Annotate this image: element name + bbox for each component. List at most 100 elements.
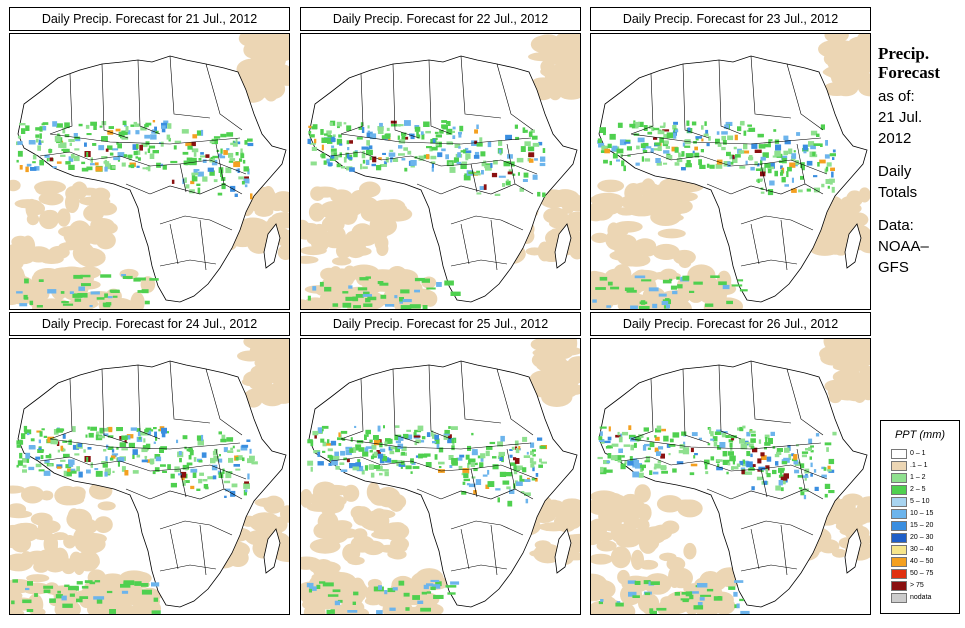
precip-cell xyxy=(754,149,762,153)
precip-cell xyxy=(141,459,148,463)
precip-cell xyxy=(125,130,131,135)
precip-cell xyxy=(530,129,535,133)
country-border xyxy=(416,488,442,500)
precip-cell xyxy=(16,464,19,468)
precip-cell xyxy=(705,471,709,475)
precip-cell xyxy=(153,597,159,602)
precip-cell xyxy=(307,439,313,444)
country-border xyxy=(199,219,207,271)
dry-area xyxy=(66,487,86,504)
precip-cell xyxy=(673,121,678,125)
dry-area xyxy=(657,228,686,239)
precip-cell xyxy=(331,459,338,466)
precip-cell xyxy=(713,596,723,601)
precip-cell xyxy=(184,480,190,483)
country-border xyxy=(39,151,181,167)
precip-cell xyxy=(74,453,80,456)
precip-cell xyxy=(644,460,650,463)
precip-cell xyxy=(116,447,119,450)
precip-cell xyxy=(378,585,382,590)
precip-cell xyxy=(232,142,238,147)
precip-cell xyxy=(665,146,670,149)
country-border xyxy=(49,438,241,450)
precip-cell xyxy=(461,161,468,166)
precip-cell xyxy=(372,156,377,163)
precip-cell xyxy=(663,134,670,139)
precip-cell xyxy=(617,122,623,128)
dry-area xyxy=(303,602,326,614)
precip-cell xyxy=(607,453,612,459)
precip-cell xyxy=(498,140,503,146)
precip-cell xyxy=(404,120,411,126)
precip-cell xyxy=(522,467,527,473)
precip-cell xyxy=(385,458,392,463)
precip-cell xyxy=(542,148,546,153)
legend-swatch xyxy=(891,449,907,459)
precip-cell xyxy=(346,458,350,463)
precip-cell xyxy=(361,127,365,133)
precip-cell xyxy=(783,457,790,463)
precip-cell xyxy=(697,602,703,607)
precip-cell xyxy=(250,193,253,200)
precip-cell xyxy=(480,458,484,462)
precip-cell xyxy=(25,452,31,459)
precip-cell xyxy=(369,133,377,140)
precip-cell xyxy=(710,275,720,278)
precip-cell xyxy=(43,470,51,476)
precip-cell xyxy=(644,592,651,596)
precip-cell xyxy=(212,155,219,159)
precip-cell xyxy=(676,276,680,280)
precip-cell xyxy=(389,607,396,611)
precip-cell xyxy=(41,428,45,431)
precip-cell xyxy=(188,455,192,460)
precip-cell xyxy=(681,592,689,595)
legend-item: 15 – 20 xyxy=(891,521,957,531)
country-border xyxy=(125,488,151,500)
precip-cell xyxy=(826,162,832,167)
precip-cell xyxy=(809,456,812,460)
precip-cell xyxy=(326,609,331,614)
precip-cell xyxy=(758,144,766,149)
precip-cell xyxy=(436,282,442,287)
precip-cell xyxy=(144,429,151,436)
dry-area xyxy=(632,182,660,193)
precip-cell xyxy=(334,451,339,458)
precip-cell xyxy=(143,438,146,443)
precip-cell xyxy=(364,434,367,440)
precip-cell xyxy=(656,607,667,611)
precip-cell xyxy=(760,171,766,177)
precip-cell xyxy=(715,163,723,169)
dry-area xyxy=(332,207,348,224)
precip-cell xyxy=(674,592,680,596)
precip-cell xyxy=(312,430,319,436)
precip-cell xyxy=(632,462,636,468)
precip-cell xyxy=(513,470,518,475)
precip-cell xyxy=(161,127,166,133)
precip-cell xyxy=(327,454,332,459)
precip-cell xyxy=(642,149,648,153)
precip-cell xyxy=(229,158,236,161)
precip-cell xyxy=(663,140,669,145)
dry-area xyxy=(78,196,111,206)
precip-cell xyxy=(748,127,756,132)
precip-cell xyxy=(144,429,149,433)
precip-cell xyxy=(173,145,177,150)
precip-cell xyxy=(123,581,129,585)
precip-cell xyxy=(197,439,204,446)
precip-cell xyxy=(742,461,747,467)
dry-area xyxy=(545,356,561,369)
precip-cell xyxy=(395,446,400,453)
precip-cell xyxy=(606,469,613,473)
precip-cell xyxy=(465,454,470,460)
country-border xyxy=(460,528,470,570)
precip-cell xyxy=(109,457,114,461)
precip-cell xyxy=(379,164,387,167)
precip-map xyxy=(590,338,871,615)
precip-cell xyxy=(144,300,150,305)
precip-cell xyxy=(633,459,639,465)
precip-cell xyxy=(532,142,540,147)
precip-cell xyxy=(638,434,644,438)
precip-cell xyxy=(441,120,448,123)
precip-cell xyxy=(145,443,151,450)
precip-cell xyxy=(430,579,440,582)
